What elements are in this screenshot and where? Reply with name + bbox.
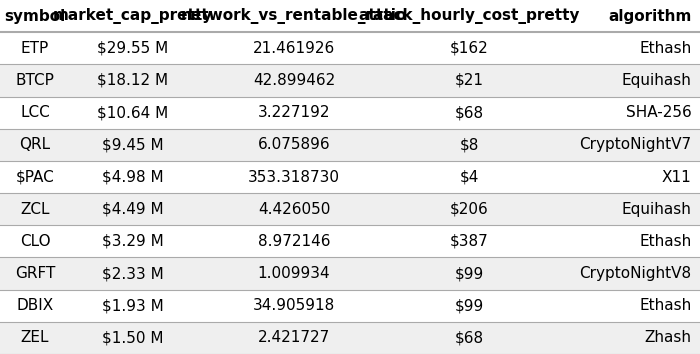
Text: market_cap_pretty: market_cap_pretty xyxy=(53,8,213,24)
Text: $4: $4 xyxy=(459,170,479,184)
Text: 21.461926: 21.461926 xyxy=(253,41,335,56)
Text: 353.318730: 353.318730 xyxy=(248,170,340,184)
Text: CryptoNightV8: CryptoNightV8 xyxy=(580,266,692,281)
Text: CLO: CLO xyxy=(20,234,50,249)
Text: DBIX: DBIX xyxy=(16,298,54,313)
Text: ETP: ETP xyxy=(21,41,49,56)
Text: $29.55 M: $29.55 M xyxy=(97,41,169,56)
Text: Zhash: Zhash xyxy=(645,330,692,346)
Text: $99: $99 xyxy=(454,266,484,281)
Text: 4.426050: 4.426050 xyxy=(258,202,330,217)
Text: CryptoNightV7: CryptoNightV7 xyxy=(580,137,692,152)
Bar xyxy=(0,161,700,193)
Bar xyxy=(0,193,700,225)
Text: LCC: LCC xyxy=(20,105,50,120)
Text: $4.49 M: $4.49 M xyxy=(102,202,164,217)
Text: 2.421727: 2.421727 xyxy=(258,330,330,346)
Text: ZEL: ZEL xyxy=(21,330,49,346)
Text: $68: $68 xyxy=(454,105,484,120)
Text: $387: $387 xyxy=(449,234,489,249)
Bar xyxy=(0,257,700,290)
Bar xyxy=(0,322,700,354)
Bar xyxy=(0,97,700,129)
Text: Ethash: Ethash xyxy=(639,41,692,56)
Bar xyxy=(0,129,700,161)
Bar xyxy=(0,32,700,64)
Text: $18.12 M: $18.12 M xyxy=(97,73,169,88)
Text: $68: $68 xyxy=(454,330,484,346)
Text: algorithm: algorithm xyxy=(608,8,692,24)
Text: $3.29 M: $3.29 M xyxy=(102,234,164,249)
Text: $4.98 M: $4.98 M xyxy=(102,170,164,184)
Text: SHA-256: SHA-256 xyxy=(626,105,692,120)
Text: X11: X11 xyxy=(662,170,692,184)
Text: $10.64 M: $10.64 M xyxy=(97,105,169,120)
Bar xyxy=(0,0,700,32)
Text: 1.009934: 1.009934 xyxy=(258,266,330,281)
Text: $162: $162 xyxy=(449,41,489,56)
Text: QRL: QRL xyxy=(20,137,50,152)
Text: $PAC: $PAC xyxy=(15,170,55,184)
Text: 42.899462: 42.899462 xyxy=(253,73,335,88)
Text: Ethash: Ethash xyxy=(639,298,692,313)
Text: $2.33 M: $2.33 M xyxy=(102,266,164,281)
Bar xyxy=(0,290,700,322)
Text: Ethash: Ethash xyxy=(639,234,692,249)
Text: $1.50 M: $1.50 M xyxy=(102,330,164,346)
Text: 6.075896: 6.075896 xyxy=(258,137,330,152)
Text: attack_hourly_cost_pretty: attack_hourly_cost_pretty xyxy=(358,8,580,24)
Text: BTCP: BTCP xyxy=(15,73,55,88)
Text: 3.227192: 3.227192 xyxy=(258,105,330,120)
Text: 8.972146: 8.972146 xyxy=(258,234,330,249)
Bar xyxy=(0,225,700,257)
Text: $8: $8 xyxy=(459,137,479,152)
Bar xyxy=(0,64,700,97)
Text: $9.45 M: $9.45 M xyxy=(102,137,164,152)
Text: Equihash: Equihash xyxy=(622,202,692,217)
Text: 34.905918: 34.905918 xyxy=(253,298,335,313)
Text: GRFT: GRFT xyxy=(15,266,55,281)
Text: Equihash: Equihash xyxy=(622,73,692,88)
Text: $1.93 M: $1.93 M xyxy=(102,298,164,313)
Text: $21: $21 xyxy=(454,73,484,88)
Text: $99: $99 xyxy=(454,298,484,313)
Text: ZCL: ZCL xyxy=(20,202,50,217)
Text: $206: $206 xyxy=(449,202,489,217)
Text: network_vs_rentable_ratio: network_vs_rentable_ratio xyxy=(181,8,407,24)
Text: symbol: symbol xyxy=(4,8,66,24)
